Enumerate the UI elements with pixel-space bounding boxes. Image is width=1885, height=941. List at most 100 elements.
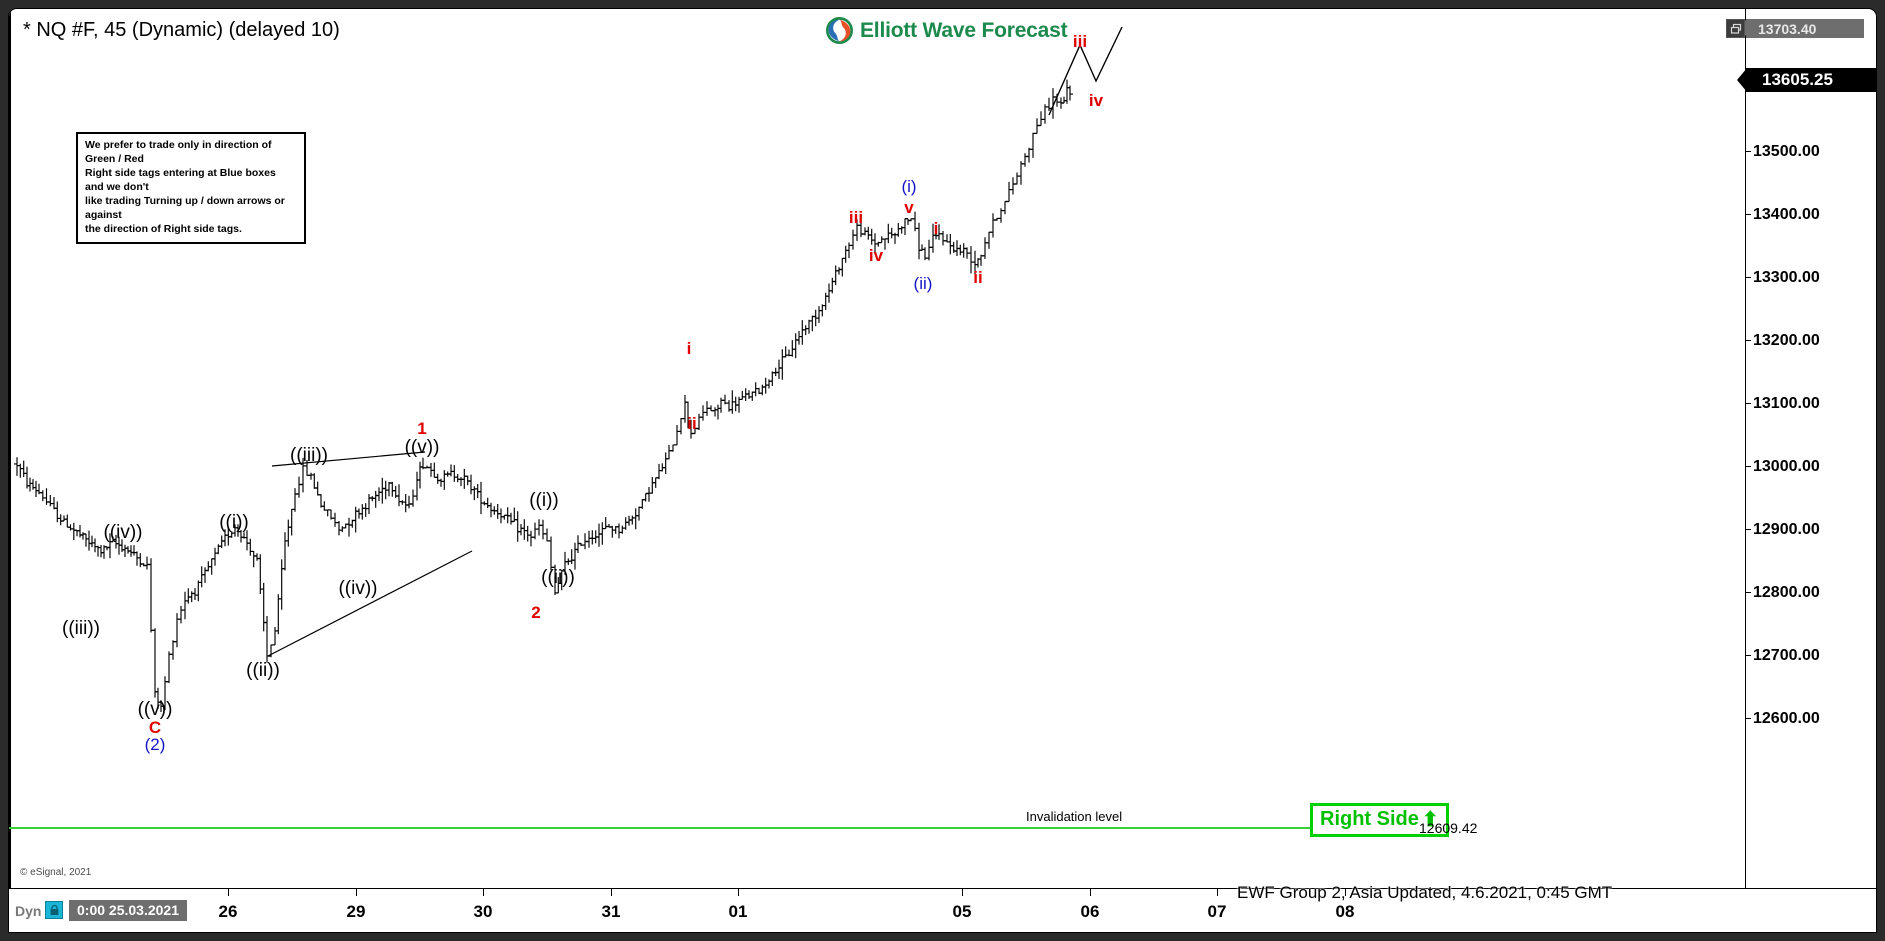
time-gridmark: [738, 889, 739, 896]
ohlc-bar: [185, 588, 192, 604]
ohlc-bar: [144, 556, 150, 570]
time-gridmark: [228, 889, 229, 896]
ohlc-bar: [990, 213, 996, 238]
ohlc-bar: [868, 228, 875, 245]
ohlc-bar: [806, 319, 812, 334]
wave-label: 2: [531, 603, 541, 622]
time-tick: 08: [1335, 902, 1355, 921]
ohlc-bar: [819, 304, 826, 317]
invalidation-line: [9, 827, 1435, 829]
time-axis[interactable]: 26 29 30 31 01 05 06 07 08 Dyn 0:00 25.03.2021: [9, 888, 1876, 932]
dyn-date-value: 0:00 25.03.2021: [69, 900, 187, 921]
ohlc-bar: [1038, 111, 1044, 127]
ohlc-bars: [14, 26, 1123, 712]
ohlc-bar: [548, 536, 554, 571]
wave-label: ((iii)): [62, 618, 100, 639]
ohlc-bar: [170, 640, 176, 660]
ohlc-bar: [978, 254, 984, 266]
time-tick: 05: [952, 902, 972, 921]
price-tick: 13400.00: [1746, 206, 1876, 224]
plot-left-border: [9, 9, 11, 888]
ohlc-bar: [324, 509, 331, 517]
ohlc-bar: [386, 482, 392, 497]
ohlc-bar: [652, 477, 659, 488]
lock-icon[interactable]: [45, 901, 63, 919]
ohlc-bar: [589, 530, 596, 545]
ohlc-bar: [799, 320, 806, 345]
dyn-label: Dyn: [15, 903, 42, 919]
ohlc-bar: [272, 627, 278, 646]
ohlc-bar: [982, 237, 988, 259]
ohlc-bar: [376, 487, 382, 501]
ohlc-bar: [739, 390, 746, 400]
up-arrow-icon: ⬆: [1421, 809, 1439, 831]
ohlc-bar: [260, 582, 267, 632]
ohlc-bar: [1050, 88, 1056, 119]
ohlc-bar: [947, 233, 954, 255]
time-gridmark: [1090, 889, 1091, 896]
restore-window-icon[interactable]: [1726, 19, 1745, 38]
ohlc-bar: [471, 486, 478, 501]
ohlc-bar: [244, 530, 250, 551]
ohlc-bar: [888, 227, 895, 239]
ohlc-bar: [708, 405, 714, 412]
ohlc-bar: [438, 478, 444, 487]
ohlc-bar: [182, 591, 188, 620]
ohlc-bar: [148, 558, 154, 633]
note-line-2: Right side tags entering at Blue boxes a…: [85, 166, 276, 193]
ohlc-bar: [218, 535, 225, 548]
copyright-text: © eSignal, 2021: [20, 867, 92, 878]
price-axis[interactable]: 13500.00 13400.00 13300.00 13200.00 13100.00…: [1737, 9, 1876, 888]
ohlc-bar: [536, 519, 542, 536]
ohlc-bar: [895, 222, 902, 237]
ohlc-bar: [414, 471, 420, 501]
time-gridmark: [356, 889, 357, 896]
current-price-tag: 13605.25: [1737, 68, 1876, 92]
ohlc-bar: [311, 473, 318, 489]
wave-label: (i): [901, 177, 917, 196]
price-tick: 12900.00: [1746, 521, 1876, 539]
wave-label: ((iv)): [103, 522, 143, 543]
ohlc-bar: [362, 503, 369, 517]
ohlc-bar: [802, 325, 809, 336]
wave-label: (2): [144, 735, 166, 754]
ohlc-bar: [1022, 153, 1028, 167]
ohlc-bar: [822, 292, 829, 310]
ohlc-bar: [926, 239, 932, 261]
ewf-footer-text: EWF Group 2, Asia Updated, 4.6.2021, 0:4…: [1237, 883, 1613, 902]
ohlc-bar: [464, 475, 471, 486]
ohlc-bar: [572, 542, 578, 570]
note-line-1: We prefer to trade only in direction of …: [85, 139, 272, 165]
wave-label: i: [686, 339, 692, 358]
wave-label: C: [148, 718, 162, 737]
ohlc-bar: [51, 497, 57, 510]
time-tick: 06: [1080, 902, 1100, 921]
ohlc-bar: [285, 519, 292, 547]
ohlc-bar: [616, 523, 622, 539]
ohlc-bar: [1030, 132, 1036, 158]
window-frame-top: [0, 0, 1885, 10]
ohlc-bar: [746, 390, 752, 399]
ohlc-bar: [626, 515, 632, 526]
right-side-badge[interactable]: Right Side ⬆: [1310, 803, 1449, 837]
plot-area[interactable]: * NQ #F, 45 (Dynamic) (delayed 10) Ellio…: [9, 9, 1745, 888]
ohlc-bar: [14, 457, 20, 476]
ohlc-bar: [696, 413, 702, 430]
ohlc-bar: [957, 244, 964, 256]
ohlc-bar: [796, 331, 802, 345]
ohlc-bar: [33, 480, 39, 497]
note-line-4: the direction of Right side tags.: [85, 222, 242, 235]
brand-logo: Elliott Wave Forecast: [822, 15, 1072, 46]
ohlc-bar: [61, 515, 67, 522]
price-tick: 13300.00: [1746, 269, 1876, 287]
ohlc-bar: [484, 497, 491, 508]
time-gridmark: [611, 889, 612, 896]
wave-label: iii: [1072, 32, 1088, 51]
ohlc-bar: [257, 554, 264, 594]
note-line-3: like trading Turning up / down arrows or…: [85, 194, 285, 221]
ohlc-bar: [532, 522, 538, 540]
ohlc-bar: [809, 315, 816, 332]
ohlc-bar: [174, 613, 180, 648]
wave-label: ii: [687, 414, 697, 433]
wave-label: ((i)): [529, 490, 559, 511]
